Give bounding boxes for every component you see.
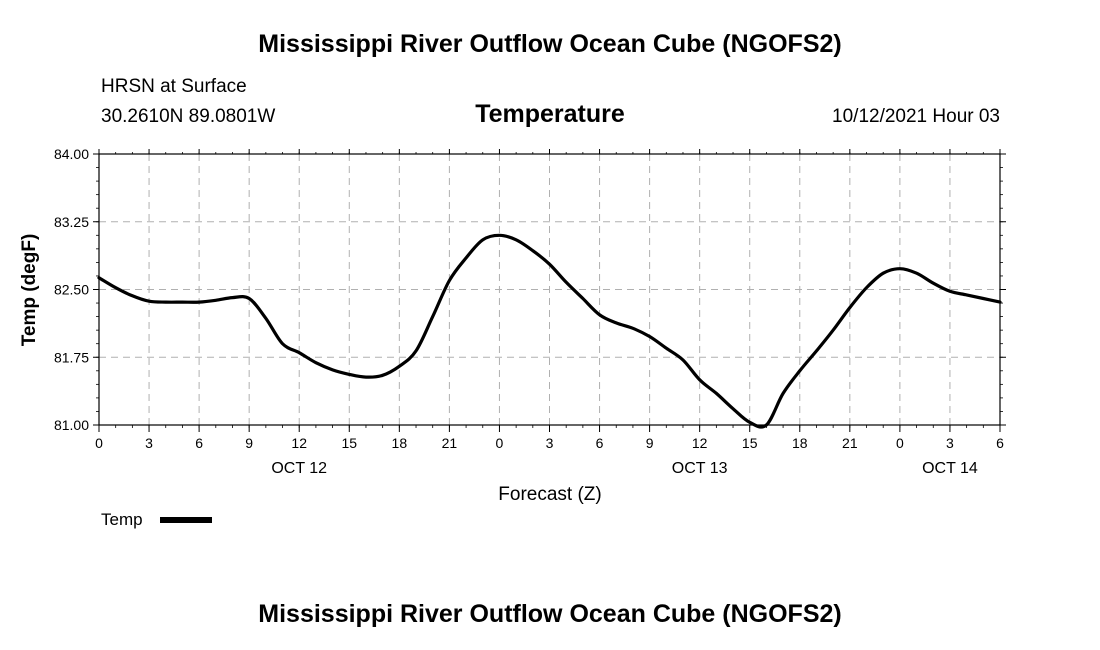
temp-series-line xyxy=(97,233,1002,429)
x-tick-label: 15 xyxy=(341,435,357,451)
day-label: OCT 12 xyxy=(271,460,327,477)
coordinates-label: 30.2610N 89.0801W xyxy=(101,106,276,127)
day-label: OCT 13 xyxy=(672,460,728,477)
x-tick-label: 18 xyxy=(392,435,408,451)
datetime-label: 10/12/2021 Hour 03 xyxy=(832,106,1000,127)
series-layer xyxy=(97,233,1002,429)
y-tick-label: 81.00 xyxy=(54,417,89,433)
x-tick-label: 3 xyxy=(145,435,153,451)
legend-label: Temp xyxy=(101,510,143,529)
day-label: OCT 14 xyxy=(922,460,978,477)
plot-frame xyxy=(98,153,1001,426)
x-tick-label: 0 xyxy=(496,435,504,451)
y-axis: 81.00 81.75 82.50 83.25 84.00 xyxy=(54,146,1006,433)
x-tick-label: 9 xyxy=(245,435,253,451)
x-tick-label: 3 xyxy=(946,435,954,451)
x-tick-label: 12 xyxy=(692,435,708,451)
y-tick-label: 83.25 xyxy=(54,214,89,230)
x-tick-label: 6 xyxy=(596,435,604,451)
y-tick-label: 81.75 xyxy=(54,349,89,365)
x-tick-label: 21 xyxy=(442,435,458,451)
x-tick-label: 21 xyxy=(842,435,858,451)
x-tick-label: 9 xyxy=(646,435,654,451)
x-tick-label: 0 xyxy=(95,435,103,451)
x-axis: 0 3 6 9 12 15 18 21 0 3 6 9 12 15 18 21 0 3 6 OCT 12 OCT 13 O… xyxy=(95,149,1004,477)
x-tick-label: 6 xyxy=(996,435,1004,451)
chart-title: Mississippi River Outflow Ocean Cube (NG… xyxy=(258,30,842,58)
x-axis-label: Forecast (Z) xyxy=(498,484,601,505)
x-tick-label: 12 xyxy=(291,435,307,451)
station-label: HRSN at Surface xyxy=(101,76,247,97)
x-tick-label: 3 xyxy=(546,435,554,451)
y-axis-label: Temp (degF) xyxy=(19,234,40,347)
x-tick-label: 6 xyxy=(195,435,203,451)
y-tick-label: 84.00 xyxy=(54,146,89,162)
x-tick-label: 18 xyxy=(792,435,808,451)
grid-lines xyxy=(99,154,1000,425)
footer-title: Mississippi River Outflow Ocean Cube (NG… xyxy=(258,600,842,628)
y-tick-label: 82.50 xyxy=(54,282,89,298)
x-tick-label: 0 xyxy=(896,435,904,451)
variable-title: Temperature xyxy=(475,100,625,128)
x-tick-label: 15 xyxy=(742,435,758,451)
